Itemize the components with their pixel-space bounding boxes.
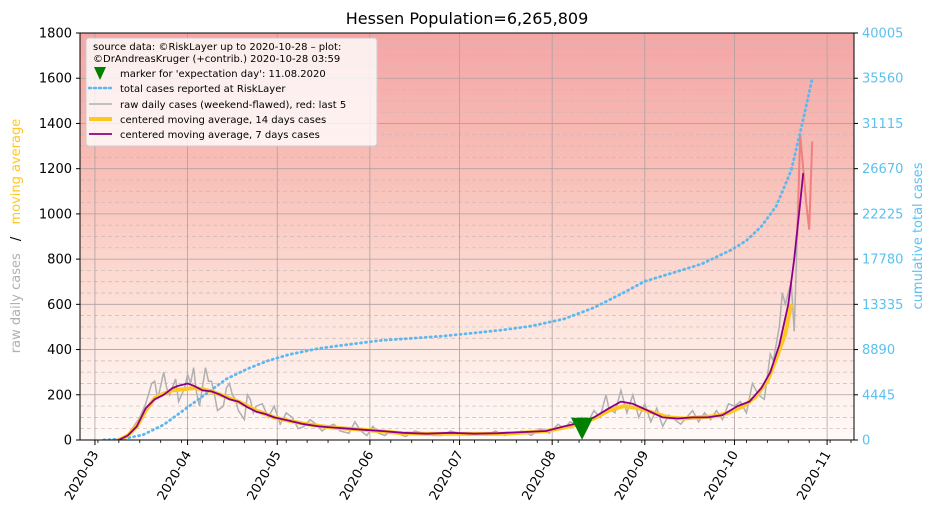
x-tick-label: 2020-10 [702, 449, 742, 504]
x-tick-label: 2020-06 [337, 449, 377, 504]
left-tick-label: 400 [47, 343, 72, 358]
legend-item-ma14: centered moving average, 14 days cases [120, 115, 326, 126]
left-tick-label: 1000 [39, 207, 72, 222]
legend-source-line2: ©DrAndreasKruger (+contrib.) 2020-10-28 … [93, 54, 340, 65]
legend: source data: ©RiskLayer up to 2020-10-28… [85, 37, 378, 147]
right-tick-label: 17780 [862, 253, 903, 268]
x-tick-label: 2020-07 [427, 448, 467, 503]
x-tick-label: 2020-05 [245, 449, 285, 504]
legend-source-line1: source data: ©RiskLayer up to 2020-10-28… [93, 42, 341, 53]
x-axis: 2020-03 2020-04 2020-05 2020-06 2020-07 2020-… [62, 440, 852, 504]
legend-box [85, 37, 378, 147]
legend-item-marker: marker for 'expectation day': 11.08.2020 [120, 69, 326, 80]
x-tick-label: 2020-03 [62, 449, 102, 504]
right-tick-label: 40005 [862, 27, 903, 42]
grid-major [80, 33, 854, 440]
right-tick-label: 35560 [862, 72, 903, 87]
right-tick-label: 31115 [862, 117, 903, 132]
left-axis-label: raw daily cases / moving average [9, 119, 24, 353]
right-axis-label: cumulative total cases [911, 162, 926, 309]
expectation-day-marker [571, 417, 594, 440]
x-tick-label: 2020-11 [794, 449, 834, 504]
x-tick-label: 2020-04 [155, 449, 195, 504]
grid-minor [80, 43, 854, 430]
right-tick-label: 13335 [862, 298, 903, 313]
right-tick-label: 22225 [862, 207, 903, 222]
left-tick-label: 800 [47, 253, 72, 268]
left-axis: 0 200 400 600 800 1000 1200 1400 1600 1800 [39, 27, 80, 449]
series-total-cases [102, 77, 814, 440]
left-tick-label: 600 [47, 298, 72, 313]
left-tick-label: 1600 [39, 72, 72, 87]
plot-frame [79, 32, 855, 441]
x-tick-label: 2020-09 [612, 449, 652, 504]
left-axis-label-ma: moving average [9, 119, 24, 225]
series-raw-last5 [796, 134, 814, 237]
chart-title: Hessen Population=6,265,809 [346, 9, 589, 28]
x-tick-label: 2020-08 [519, 449, 559, 504]
left-tick-label: 1800 [39, 27, 72, 42]
left-tick-label: 0 [64, 434, 72, 449]
left-tick-label: 1400 [39, 117, 72, 132]
left-tick-label: 200 [47, 388, 72, 403]
left-axis-label-raw: raw daily cases [9, 253, 24, 353]
right-tick-label: 4445 [862, 388, 895, 403]
right-tick-label: 0 [862, 434, 870, 449]
series-layer [102, 77, 814, 440]
legend-item-raw: raw daily cases (weekend-flawed), red: l… [120, 100, 346, 111]
right-axis: 0 4445 8890 13335 17780 22225 26670 31115 35560 4… [854, 27, 903, 449]
legend-marker-icon [94, 67, 106, 80]
series-ma7 [118, 173, 805, 440]
legend-item-total: total cases reported at RiskLayer [120, 84, 286, 95]
right-tick-label: 26670 [862, 162, 903, 177]
legend-item-ma7: centered moving average, 7 days cases [120, 130, 320, 141]
left-tick-label: 1200 [39, 162, 72, 177]
right-tick-label: 8890 [862, 343, 895, 358]
left-axis-label-sep: / [9, 236, 24, 241]
